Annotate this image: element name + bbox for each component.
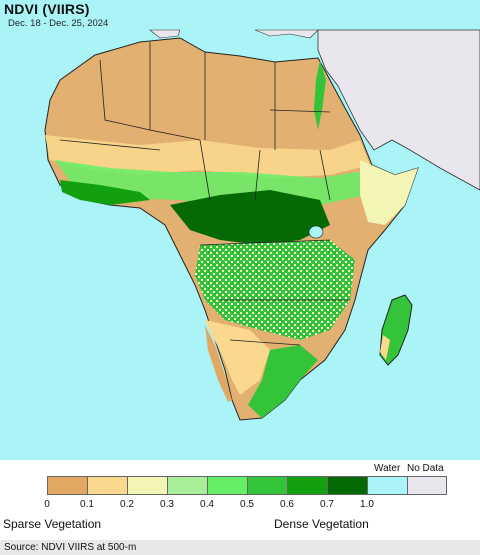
legend-tick-1: 0.1 xyxy=(80,499,94,510)
legend-swatch-1 xyxy=(87,476,128,495)
legend-swatch-3 xyxy=(167,476,208,495)
west-forest xyxy=(60,180,150,205)
source-note: Source: NDVI VIIRS at 500-m xyxy=(0,540,480,555)
middle-east-land xyxy=(317,29,480,191)
legend-tick-5: 0.5 xyxy=(240,499,254,510)
europe-east xyxy=(254,29,319,39)
legend: Water No Data 0 0.1 0.2 0.3 0.4 0.5 0.6 … xyxy=(0,460,480,540)
legend-swatch-4 xyxy=(207,476,248,495)
lake-victoria xyxy=(308,225,324,239)
legend-swatch-water xyxy=(367,476,408,495)
legend-swatch-5 xyxy=(247,476,288,495)
south-east-green xyxy=(248,345,318,418)
legend-swatch-0 xyxy=(47,476,88,495)
kalahari xyxy=(205,320,270,395)
water-label: Water xyxy=(374,463,401,474)
legend-tick-4: 0.4 xyxy=(200,499,214,510)
map-title: NDVI (VIIRS) xyxy=(4,1,90,17)
no-data-label: No Data xyxy=(407,463,444,474)
legend-tick-7: 0.7 xyxy=(320,499,334,510)
map-graphic xyxy=(44,29,480,421)
legend-swatch-7 xyxy=(327,476,368,495)
namib xyxy=(205,325,232,402)
date-range: Dec. 18 - Dec. 25, 2024 xyxy=(8,18,109,29)
legend-tick-2: 0.2 xyxy=(120,499,134,510)
congo-forest xyxy=(170,190,330,245)
legend-tick-6: 0.6 xyxy=(280,499,294,510)
legend-tick-3: 0.3 xyxy=(160,499,174,510)
southern-mixed xyxy=(195,240,355,340)
legend-swatch-6 xyxy=(287,476,328,495)
country-borders xyxy=(59,42,350,346)
legend-swatch-no-data xyxy=(407,476,447,495)
dense-vegetation-label: Dense Vegetation xyxy=(274,517,369,531)
legend-swatch-2 xyxy=(127,476,168,495)
ndvi-map: NDVI (VIIRS) Dec. 18 - Dec. 25, 2024 xyxy=(0,0,480,460)
europe-land xyxy=(149,29,181,39)
sahel-band xyxy=(45,135,370,178)
nile xyxy=(314,60,326,130)
legend-tick-0: 0 xyxy=(44,499,50,510)
legend-tick-8: 1.0 xyxy=(360,499,374,510)
horn-dry xyxy=(360,160,418,225)
sparse-vegetation-label: Sparse Vegetation xyxy=(3,517,102,531)
